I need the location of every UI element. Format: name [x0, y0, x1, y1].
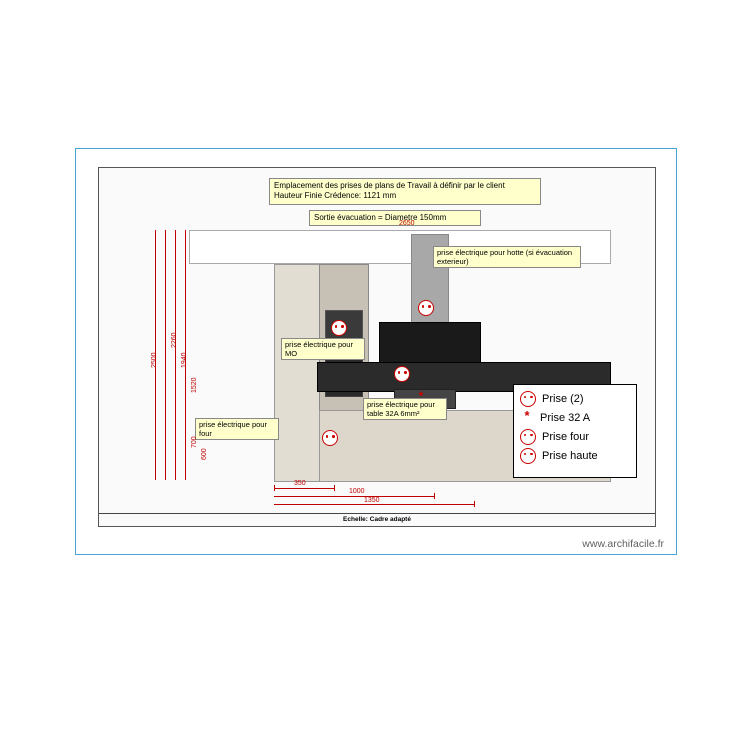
header-line1: Emplacement des prises de plans de Trava…: [274, 181, 536, 191]
dimline-h3: [274, 504, 474, 505]
legend-label-4: Prise haute: [542, 450, 598, 462]
header-line2: Hauteur Finie Crédence: 1121 mm: [274, 191, 536, 201]
legend: Prise (2) * Prise 32 A Prise four Prise …: [513, 384, 637, 478]
legend-label-3: Prise four: [542, 431, 589, 443]
drawing-frame: Emplacement des prises de plans de Trava…: [98, 167, 656, 527]
tick2: [334, 485, 335, 491]
dim-h-total: 2500: [151, 352, 158, 368]
tick3: [434, 493, 435, 499]
note-hotte: prise électrique pour hotte (si évacuati…: [433, 246, 581, 268]
tall-cabinet-left: [274, 264, 321, 482]
watermark: www.archifacile.fr: [582, 538, 664, 550]
socket-counter-icon: [394, 366, 410, 382]
socket-mo-icon: [331, 320, 347, 336]
dim-top-width: 2650: [399, 220, 415, 227]
prise-2-icon: [520, 391, 536, 407]
socket-four-icon: [322, 430, 338, 446]
dimline-h2: [274, 496, 434, 497]
note-table: prise électrique pour table 32A 6mm²: [363, 398, 447, 420]
dim-w1: 350: [294, 480, 306, 487]
legend-row-32a: * Prise 32 A: [520, 408, 630, 427]
note-four: prise électrique pour four: [195, 418, 279, 440]
prise-32a-icon: *: [520, 411, 534, 425]
dim-h2: 1940: [181, 352, 188, 368]
prise-haute-icon: [520, 448, 536, 464]
page-container: Emplacement des prises de plans de Trava…: [75, 148, 677, 555]
legend-label-1: Prise (2): [542, 393, 584, 405]
scale-label: Echelle: Cadre adapté: [99, 513, 655, 526]
dim-h5: 600: [201, 448, 208, 460]
prise-four-icon: [520, 429, 536, 445]
dim-w3: 1350: [364, 497, 380, 504]
legend-row-haute: Prise haute: [520, 446, 630, 465]
tick4: [474, 501, 475, 507]
header-info-box: Emplacement des prises de plans de Trava…: [269, 178, 541, 205]
evacuation-note: Sortie évacuation = Diametre 150mm: [309, 210, 481, 226]
dimline-v3: [175, 230, 176, 480]
legend-row-four: Prise four: [520, 427, 630, 446]
legend-label-2: Prise 32 A: [540, 412, 590, 424]
dim-h3: 1520: [191, 377, 198, 393]
dim-h1: 2260: [171, 332, 178, 348]
tick1: [274, 485, 275, 491]
socket-hotte-icon: [418, 300, 434, 316]
note-mo: prise électrique pour MO: [281, 338, 365, 360]
dim-w2: 1000: [349, 488, 365, 495]
dimline-h1: [274, 488, 334, 489]
legend-row-prise2: Prise (2): [520, 389, 630, 408]
dim-h4: 700: [191, 436, 198, 448]
range-hood: [379, 322, 481, 364]
dimline-v2: [165, 230, 166, 480]
